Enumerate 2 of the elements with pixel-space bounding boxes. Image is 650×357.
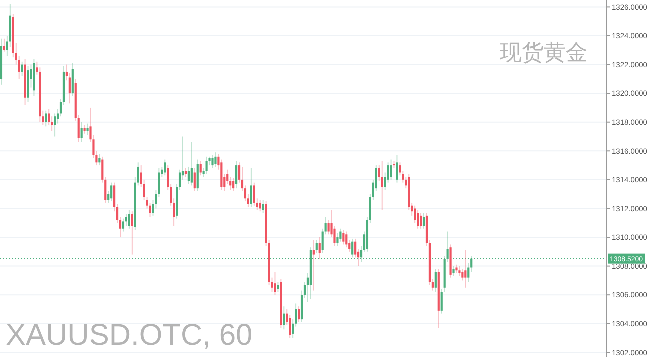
text: 现货黄金 [500,41,588,66]
text: XAUUSD.OTC, 60 [6,319,253,352]
